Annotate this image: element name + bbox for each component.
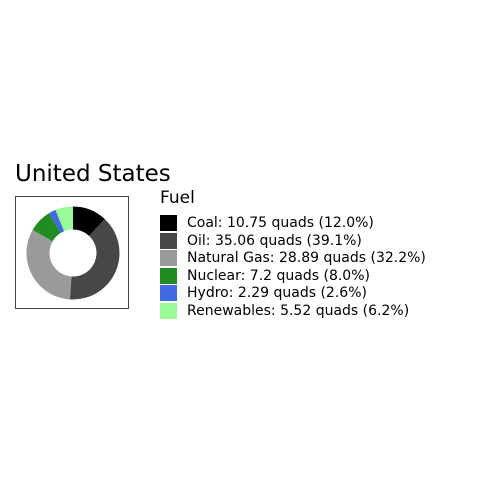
donut-slice-nuclear (32, 213, 61, 242)
legend-label: Renewables: 5.52 quads (6.2%) (187, 302, 410, 319)
legend-swatch (160, 215, 177, 231)
legend-label: Nuclear: 7.2 quads (8.0%) (187, 267, 370, 284)
legend-swatch (160, 285, 177, 301)
legend-label: Natural Gas: 28.89 quads (32.2%) (187, 250, 426, 266)
donut-slice-hydro (48, 209, 65, 233)
donut-slice-renewables (55, 206, 73, 232)
legend-item-nuclear: Nuclear: 7.2 quads (8.0%) (160, 267, 475, 286)
chart-title: United States (15, 161, 171, 187)
donut-chart (26, 206, 120, 300)
legend: Fuel Coal: 10.75 quads (12.0%) Oil: 35.0… (160, 187, 475, 320)
legend-swatch (160, 232, 177, 249)
donut-slice-oil (69, 219, 120, 300)
donut-chart-frame (15, 196, 129, 309)
legend-title: Fuel (160, 188, 195, 208)
legend-swatch (160, 267, 177, 284)
donut-slice-natural-gas (26, 229, 72, 300)
legend-item-coal: Coal: 10.75 quads (12.0%) (160, 215, 475, 233)
legend-item-natural-gas: Natural Gas: 28.89 quads (32.2%) (160, 250, 475, 268)
legend-swatch (160, 250, 177, 266)
legend-item-oil: Oil: 35.06 quads (39.1%) (160, 232, 475, 251)
legend-swatch (160, 302, 177, 319)
legend-label: Hydro: 2.29 quads (2.6%) (187, 285, 367, 301)
donut-slice-coal (73, 206, 105, 236)
legend-item-renewables: Renewables: 5.52 quads (6.2%) (160, 302, 475, 321)
legend-item-hydro: Hydro: 2.29 quads (2.6%) (160, 285, 475, 303)
legend-label: Coal: 10.75 quads (12.0%) (187, 215, 374, 231)
legend-label: Oil: 35.06 quads (39.1%) (187, 232, 362, 249)
